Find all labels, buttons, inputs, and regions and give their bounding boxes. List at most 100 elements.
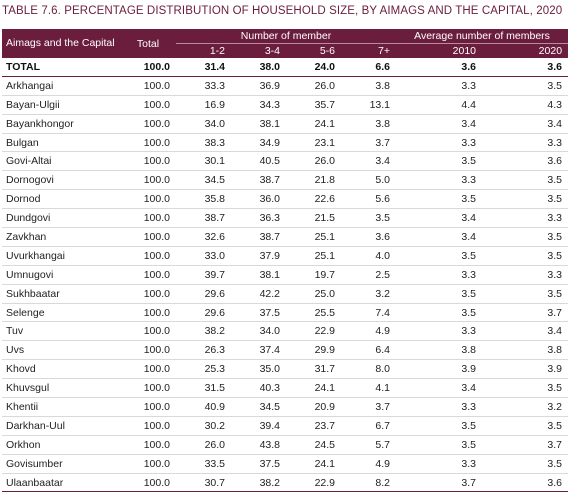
region-name-cell: Uvurkhangai [2,246,120,266]
value-cell: 40.3 [231,378,286,399]
table-row: Khuvsgul 100.0 31.5 40.3 24.1 4.1 3.4 3.5 [2,378,569,399]
value-cell: 3.6 [482,151,569,172]
value-cell: 30.7 [176,473,231,492]
value-cell: 33.5 [176,454,231,474]
value-cell: 3.5 [482,416,569,436]
value-cell: 4.0 [341,246,397,266]
value-cell: 3.3 [396,170,483,191]
value-cell: 25.0 [286,284,341,304]
value-cell: 35.0 [231,359,286,380]
value-cell: 3.2 [482,397,569,417]
table-row: Dundgovi 100.0 38.7 36.3 21.5 3.5 3.4 3.3 [2,208,569,229]
value-cell: 29.9 [286,340,341,361]
region-name-cell: Umnugovi [2,265,120,285]
table-row: Govi-Altai 100.0 30.1 40.5 26.0 3.4 3.5 3.6 [2,151,569,172]
table-row: Sukhbaatar 100.0 29.6 42.2 25.0 3.2 3.5 3.5 [2,284,569,304]
value-cell: 100.0 [120,189,176,210]
value-cell: 3.3 [482,265,569,285]
table-row: Bayan-Ulgii 100.0 16.9 34.3 35.7 13.1 4.4 4.3 [2,95,569,115]
value-cell: 5.0 [341,170,397,191]
value-cell: 3.7 [482,435,569,455]
value-cell: 3.8 [341,76,397,96]
value-cell: 3.6 [482,58,569,77]
value-cell: 37.5 [231,303,286,323]
table-title: TABLE 7.6. PERCENTAGE DISTRIBUTION OF HO… [2,5,563,17]
value-cell: 5.7 [341,435,397,455]
value-cell: 3.5 [482,378,569,399]
value-cell: 3.3 [482,133,569,153]
value-cell: 13.1 [341,95,397,115]
value-cell: 100.0 [120,133,176,153]
value-cell: 34.0 [231,321,286,342]
value-cell: 31.7 [286,359,341,380]
region-name-cell: Bulgan [2,133,120,153]
value-cell: 33.0 [176,246,231,266]
total-column-header: Total [120,29,176,58]
value-cell: 37.4 [231,340,286,361]
value-cell: 3.3 [396,397,483,417]
value-cell: 26.0 [286,151,341,172]
value-cell: 34.5 [231,397,286,417]
value-cell: 26.3 [176,340,231,361]
subcolumn-header: 1-2 [176,43,231,58]
value-cell: 3.8 [482,340,569,361]
value-cell: 3.5 [396,284,483,304]
value-cell: 3.2 [341,284,397,304]
value-cell: 37.9 [231,246,286,266]
value-cell: 8.2 [341,473,397,492]
value-cell: 100.0 [120,359,176,380]
table-row: Selenge 100.0 29.6 37.5 25.5 7.4 3.5 3.7 [2,303,569,323]
value-cell: 3.4 [396,227,483,247]
region-name-cell: Ulaanbaatar [2,473,120,492]
region-name-cell: Arkhangai [2,76,120,96]
value-cell: 3.5 [396,303,483,323]
value-cell: 6.7 [341,416,397,436]
region-name-cell: Bayan-Ulgii [2,95,120,115]
value-cell: 29.6 [176,303,231,323]
region-name-cell: Dornod [2,189,120,210]
value-cell: 23.1 [286,133,341,153]
value-cell: 35.7 [286,95,341,115]
value-cell: 3.5 [396,435,483,455]
value-cell: 38.7 [231,227,286,247]
value-cell: 3.4 [482,114,569,134]
value-cell: 23.7 [286,416,341,436]
region-name-cell: Govisumber [2,454,120,474]
value-cell: 36.0 [231,189,286,210]
table-row: Darkhan-Uul 100.0 30.2 39.4 23.7 6.7 3.5 3.5 [2,416,569,436]
average-group-header: Average number of members [396,29,569,44]
household-size-table: Aimags and the Capital Total Number of m… [2,29,569,492]
value-cell: 100.0 [120,378,176,399]
value-cell: 33.3 [176,76,231,96]
value-cell: 39.4 [231,416,286,436]
value-cell: 25.5 [286,303,341,323]
value-cell: 100.0 [120,208,176,229]
value-cell: 21.8 [286,170,341,191]
region-name-cell: Tuv [2,321,120,342]
table-row: Orkhon 100.0 26.0 43.8 24.5 5.7 3.5 3.7 [2,435,569,455]
value-cell: 34.3 [231,95,286,115]
region-name-cell: Selenge [2,303,120,323]
value-cell: 3.8 [341,114,397,134]
value-cell: 3.3 [396,76,483,96]
subcolumn-header: 7+ [341,43,397,58]
value-cell: 3.9 [396,359,483,380]
value-cell: 100.0 [120,95,176,115]
region-name-cell: Orkhon [2,435,120,455]
table-row: Arkhangai 100.0 33.3 36.9 26.0 3.8 3.3 3.5 [2,76,569,96]
table-row: Khentii 100.0 40.9 34.5 20.9 3.7 3.3 3.2 [2,397,569,417]
value-cell: 3.4 [396,378,483,399]
value-cell: 3.3 [482,208,569,229]
value-cell: 43.8 [231,435,286,455]
value-cell: 100.0 [120,321,176,342]
value-cell: 3.7 [482,303,569,323]
value-cell: 3.6 [396,58,483,77]
value-cell: 4.4 [396,95,483,115]
value-cell: 100.0 [120,284,176,304]
value-cell: 26.0 [286,76,341,96]
region-name-cell: Zavkhan [2,227,120,247]
subcolumn-header: 3-4 [231,43,286,58]
value-cell: 6.6 [341,58,397,77]
value-cell: 3.3 [396,321,483,342]
value-cell: 19.7 [286,265,341,285]
